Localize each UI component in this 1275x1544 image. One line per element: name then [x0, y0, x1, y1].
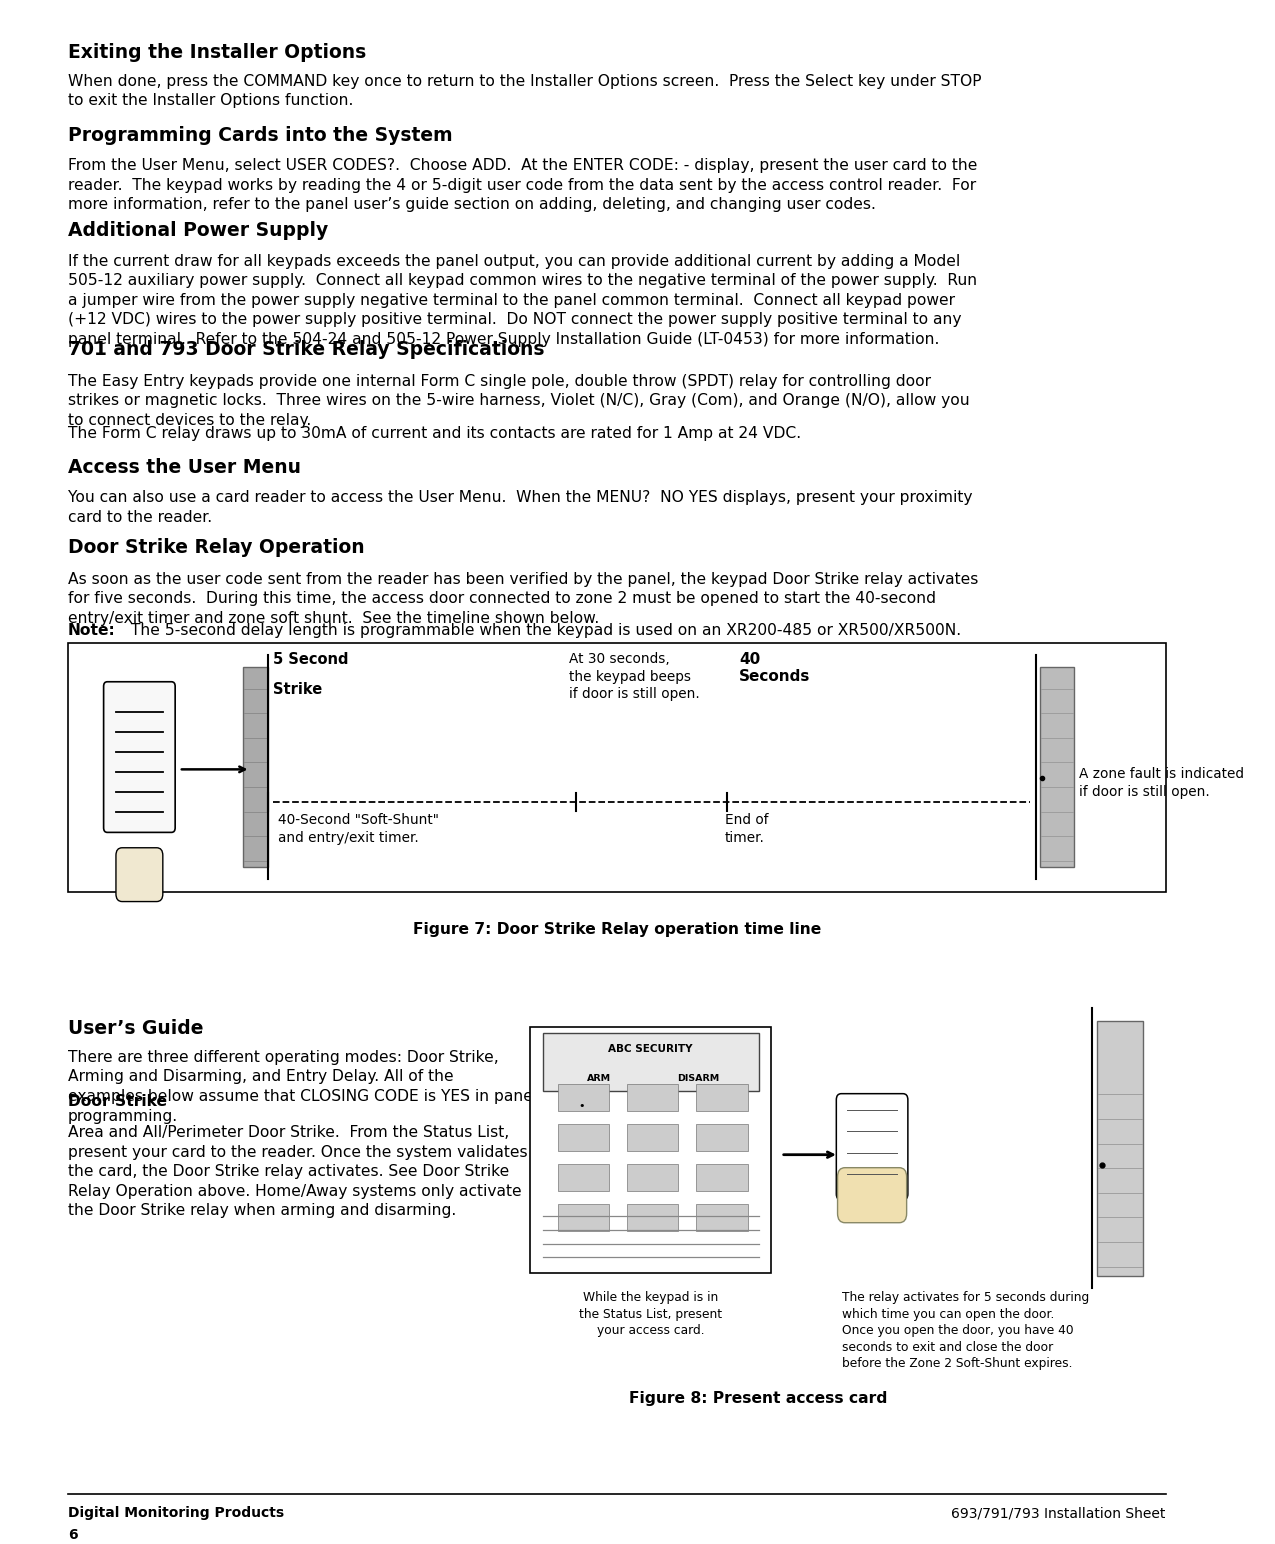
Text: Figure 8: Present access card: Figure 8: Present access card [630, 1391, 887, 1407]
Bar [530, 1027, 771, 1272]
Text: The Easy Entry keypads provide one internal Form C single pole, double throw (SP: The Easy Entry keypads provide one inter… [68, 374, 969, 428]
Text: Figure 7: Door Strike Relay operation time line: Figure 7: Door Strike Relay operation ti… [413, 922, 821, 937]
Text: Digital Monitoring Products: Digital Monitoring Products [68, 1507, 284, 1521]
Text: 693/791/793 Installation Sheet: 693/791/793 Installation Sheet [951, 1507, 1165, 1521]
FancyBboxPatch shape [103, 682, 175, 832]
Text: 701 and 793 Door Strike Relay Specifications: 701 and 793 Door Strike Relay Specificat… [68, 340, 544, 358]
Bar [543, 1033, 759, 1092]
Text: From the User Menu, select USER CODES?.  Choose ADD.  At the ENTER CODE: - displ: From the User Menu, select USER CODES?. … [68, 159, 977, 213]
Text: Strike: Strike [273, 682, 321, 698]
Bar [696, 1204, 747, 1231]
Bar [68, 642, 1165, 891]
Text: A zone fault is indicated
if door is still open.: A zone fault is indicated if door is sti… [1080, 767, 1244, 798]
Text: 40
Seconds: 40 Seconds [740, 652, 811, 684]
Bar [696, 1124, 747, 1152]
Text: DISARM: DISARM [677, 1075, 719, 1082]
Text: At 30 seconds,
the keypad beeps
if door is still open.: At 30 seconds, the keypad beeps if door … [570, 652, 700, 701]
Bar [1096, 1021, 1144, 1275]
Bar [626, 1204, 678, 1231]
Text: When done, press the COMMAND key once to return to the Installer Options screen.: When done, press the COMMAND key once to… [68, 74, 982, 108]
Bar [557, 1084, 609, 1112]
Bar [696, 1164, 747, 1192]
Text: User’s Guide: User’s Guide [68, 1019, 203, 1038]
Text: The Form C relay draws up to 30mA of current and its contacts are rated for 1 Am: The Form C relay draws up to 30mA of cur… [68, 426, 801, 440]
FancyBboxPatch shape [836, 1093, 908, 1200]
Text: 5 Second: 5 Second [273, 652, 348, 667]
Text: The relay activates for 5 seconds during
which time you can open the door.
Once : The relay activates for 5 seconds during… [843, 1291, 1090, 1370]
Text: ARM: ARM [586, 1075, 611, 1082]
Bar [626, 1164, 678, 1192]
Bar [557, 1164, 609, 1192]
Bar [626, 1124, 678, 1152]
Bar [626, 1084, 678, 1112]
Text: ABC SECURITY: ABC SECURITY [608, 1044, 692, 1053]
Bar [244, 667, 268, 866]
Text: You can also use a card reader to access the User Menu.  When the MENU?  NO YES : You can also use a card reader to access… [68, 491, 973, 525]
Text: End of
timer.: End of timer. [724, 812, 768, 845]
Text: There are three different operating modes: Door Strike,
Arming and Disarming, an: There are three different operating mode… [68, 1050, 537, 1124]
Text: Exiting the Installer Options: Exiting the Installer Options [68, 43, 366, 62]
Text: Door Strike: Door Strike [68, 1095, 167, 1110]
Text: While the keypad is in
the Status List, present
your access card.: While the keypad is in the Status List, … [579, 1291, 722, 1337]
Text: The 5-second delay length is programmable when the keypad is used on an XR200-48: The 5-second delay length is programmabl… [126, 622, 961, 638]
Text: 40-Second "Soft-Shunt"
and entry/exit timer.: 40-Second "Soft-Shunt" and entry/exit ti… [278, 812, 439, 845]
FancyBboxPatch shape [838, 1167, 907, 1223]
Text: Door Strike Relay Operation: Door Strike Relay Operation [68, 537, 365, 557]
Text: Programming Cards into the System: Programming Cards into the System [68, 127, 453, 145]
Text: If the current draw for all keypads exceeds the panel output, you can provide ad: If the current draw for all keypads exce… [68, 253, 977, 347]
Text: Access the User Menu: Access the User Menu [68, 459, 301, 477]
FancyBboxPatch shape [116, 848, 163, 902]
Text: 6: 6 [68, 1529, 78, 1542]
Bar [1040, 667, 1075, 866]
Text: Area and All/Perimeter Door Strike.  From the Status List,
present your card to : Area and All/Perimeter Door Strike. From… [68, 1126, 528, 1218]
Bar [557, 1124, 609, 1152]
Bar [696, 1084, 747, 1112]
Text: Additional Power Supply: Additional Power Supply [68, 221, 328, 241]
Text: •: • [579, 1101, 585, 1110]
Text: Note:: Note: [68, 622, 116, 638]
Bar [557, 1204, 609, 1231]
Text: As soon as the user code sent from the reader has been verified by the panel, th: As soon as the user code sent from the r… [68, 571, 978, 625]
